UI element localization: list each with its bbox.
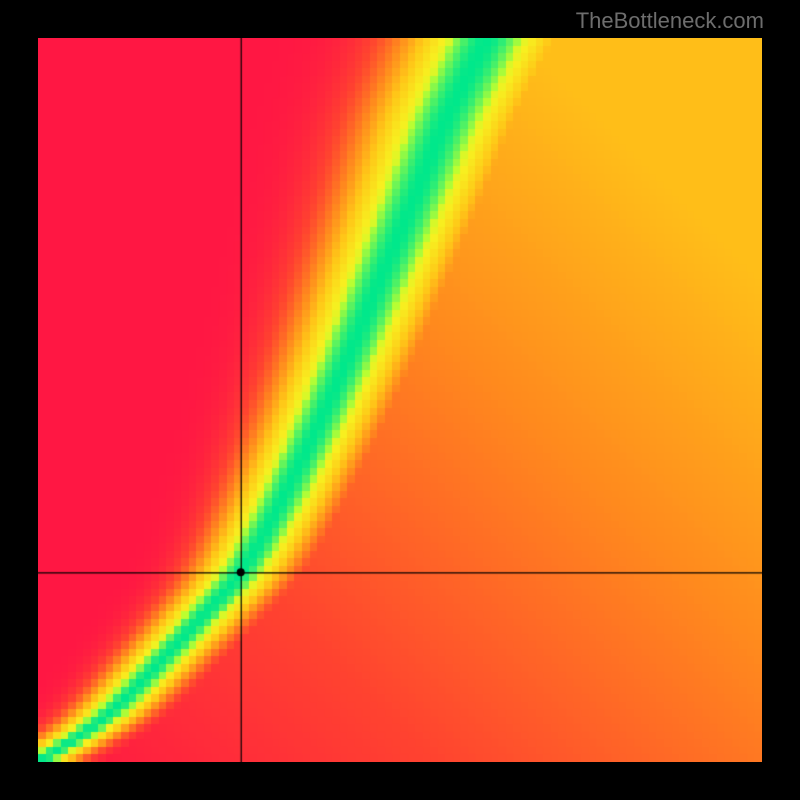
heatmap-plot [38,38,762,762]
chart-frame: TheBottleneck.com [0,0,800,800]
watermark-text: TheBottleneck.com [576,8,764,34]
heatmap-canvas [38,38,762,762]
